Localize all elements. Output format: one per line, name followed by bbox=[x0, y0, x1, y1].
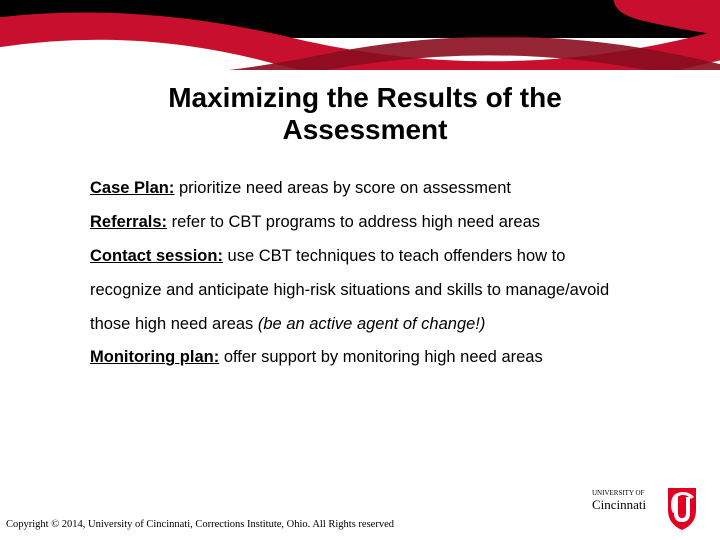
paragraph-referrals: Referrals: refer to CBT programs to addr… bbox=[90, 206, 640, 240]
monitoring-label: Monitoring plan: bbox=[90, 348, 219, 366]
case-plan-text: prioritize need areas by score on assess… bbox=[174, 179, 511, 197]
contact-label: Contact session: bbox=[90, 247, 223, 265]
paragraph-monitoring: Monitoring plan: offer support by monito… bbox=[90, 341, 640, 375]
logo-shield-icon bbox=[668, 488, 696, 530]
paragraph-contact: Contact session: use CBT techniques to t… bbox=[90, 240, 640, 341]
referrals-text: refer to CBT programs to address high ne… bbox=[167, 213, 540, 231]
slide-title: Maximizing the Results of the Assessment bbox=[90, 82, 640, 146]
slide-content: Maximizing the Results of the Assessment… bbox=[0, 82, 720, 375]
copyright-text: Copyright © 2014, University of Cincinna… bbox=[6, 519, 394, 530]
logo-text-top: UNIVERSITY OF bbox=[592, 489, 645, 497]
uc-logo: UNIVERSITY OF Cincinnati bbox=[592, 484, 702, 532]
paragraph-case-plan: Case Plan: prioritize need areas by scor… bbox=[90, 172, 640, 206]
case-plan-label: Case Plan: bbox=[90, 179, 174, 197]
logo-text-bottom: Cincinnati bbox=[592, 497, 647, 512]
slide-body: Case Plan: prioritize need areas by scor… bbox=[90, 172, 640, 375]
contact-emphasis: (be an active agent of change!) bbox=[258, 315, 486, 333]
header-band bbox=[0, 0, 720, 70]
header-wave-graphic bbox=[0, 0, 720, 70]
monitoring-text: offer support by monitoring high need ar… bbox=[219, 348, 542, 366]
referrals-label: Referrals: bbox=[90, 213, 167, 231]
